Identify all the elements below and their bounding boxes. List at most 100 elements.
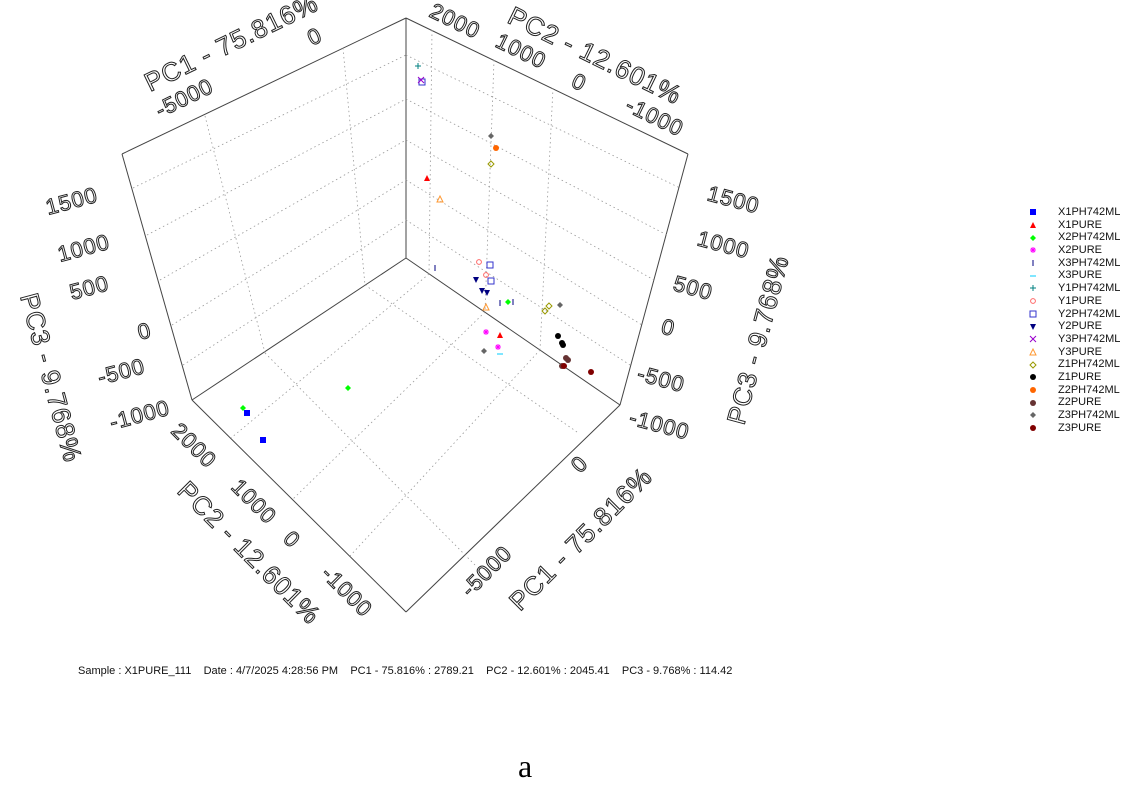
data-point <box>495 344 501 350</box>
pc2-tick-2000-bottom: 2000 <box>166 418 221 473</box>
pc3-tick-0-left: 0 <box>135 317 154 345</box>
pc1-axis-title-bottom: PC1 - 75.816% <box>503 461 658 616</box>
pc1-tick-0-bottom: 0 <box>566 450 593 477</box>
legend-item: Z3PURE <box>1027 422 1120 435</box>
pc3-tick-1000-right: 1000 <box>695 226 753 264</box>
pc3-tick-1000-left: 1000 <box>55 229 113 267</box>
floor-front-left-edge <box>191 399 407 613</box>
legend-label: Y2PURE <box>1058 320 1103 333</box>
legend-label: Z1PH742ML <box>1058 358 1120 371</box>
legend-item: X2PURE <box>1027 244 1120 257</box>
data-point <box>555 333 561 339</box>
pc3-tick-minus1000-left: -1000 <box>107 395 173 435</box>
figure-label: a <box>518 748 533 784</box>
pc3-axis-title-right: PC3 - 9.768% <box>721 252 795 428</box>
legend-item: Z1PH742ML <box>1027 358 1120 371</box>
legend-item: X3PURE <box>1027 269 1120 282</box>
pc3-tick-minus500-right: -500 <box>635 361 688 398</box>
legend-marker-icon <box>1030 374 1036 381</box>
data-point <box>493 145 499 151</box>
legend-item: X3PH742ML <box>1027 257 1120 270</box>
legend-marker-icon <box>1029 360 1037 369</box>
data-point <box>497 332 503 338</box>
legend-label: X3PURE <box>1058 269 1103 282</box>
data-point <box>484 290 490 296</box>
pc2-tick-2000-top: 2000 <box>426 0 485 44</box>
data-point <box>483 329 489 335</box>
data-point <box>486 261 494 269</box>
legend-label: Y1PH742ML <box>1058 282 1121 295</box>
plot-box <box>121 17 689 613</box>
legend-marker-icon <box>1029 310 1037 318</box>
legend-marker-icon <box>1030 323 1036 330</box>
legend-marker-icon <box>1030 247 1036 254</box>
floor-front-right-edge <box>405 404 621 613</box>
pc2-tick-0-top: 0 <box>568 68 591 96</box>
floor-left-edge <box>191 257 407 401</box>
data-point <box>541 307 549 315</box>
back-right-top-edge <box>405 17 689 155</box>
pc3-tick-500-left: 500 <box>67 270 112 304</box>
data-point <box>557 302 563 308</box>
data-points <box>240 63 594 443</box>
legend-item: Z2PH742ML <box>1027 384 1120 397</box>
pc3-tick-500-right: 500 <box>671 271 716 305</box>
legend-item: Z3PH742ML <box>1027 409 1120 422</box>
pc2-tick-0-bottom: 0 <box>278 526 305 553</box>
data-point <box>488 133 494 139</box>
data-point <box>417 76 425 84</box>
left-vertical-edge <box>121 153 193 401</box>
legend-label: Z2PURE <box>1058 396 1102 409</box>
legend-marker-icon <box>1030 209 1036 216</box>
legend-marker-icon <box>1030 275 1036 277</box>
legend-label: Z3PURE <box>1058 421 1102 434</box>
pc1-axis-title-top: PC1 - 75.816% <box>139 0 322 97</box>
legend-marker-icon <box>1030 386 1036 393</box>
legend-marker-icon <box>1030 399 1036 406</box>
legend-label: X2PURE <box>1058 244 1103 257</box>
data-point <box>345 385 351 391</box>
status-pc3: PC3 - 9.768% : 114.42 <box>621 665 733 677</box>
data-point <box>482 302 490 311</box>
pc3-tick-0-right: 0 <box>659 314 678 342</box>
legend-marker-icon <box>1030 234 1036 241</box>
legend-marker-icon <box>1029 347 1037 356</box>
pc3-tick-1500-left: 1500 <box>43 182 101 220</box>
pc3-tick-1500-right: 1500 <box>705 181 763 219</box>
status-pc2: PC2 - 12.601% : 2045.41 <box>486 665 610 677</box>
data-point <box>260 437 266 443</box>
status-pc1: PC1 - 75.816% : 2789.21 <box>350 665 474 677</box>
data-point <box>240 405 246 411</box>
legend-item: Y3PH742ML <box>1027 333 1120 346</box>
data-point <box>487 160 495 168</box>
data-point <box>473 277 479 283</box>
legend-marker-icon <box>1032 260 1034 267</box>
legend-label: X2PH742ML <box>1058 231 1121 244</box>
legend-marker-icon <box>1030 285 1036 292</box>
data-point <box>560 342 566 348</box>
data-point <box>588 369 594 375</box>
legend: X1PH742ML X1PURE X2PH742ML X2PURE X3PH742ML X… <box>1027 206 1120 434</box>
legend-item: X1PURE <box>1027 219 1120 232</box>
legend-item: Y2PURE <box>1027 320 1120 333</box>
legend-marker-icon <box>1029 335 1037 343</box>
data-point <box>415 63 421 69</box>
legend-item: Z2PURE <box>1027 396 1120 409</box>
legend-label: Y3PURE <box>1058 345 1103 358</box>
legend-marker-icon <box>1030 222 1036 229</box>
data-point <box>483 272 489 278</box>
legend-item: Y3PURE <box>1027 346 1120 359</box>
data-point <box>479 288 485 294</box>
legend-marker-icon <box>1030 298 1036 305</box>
legend-label: Z2PH742ML <box>1058 383 1120 396</box>
data-point <box>565 357 571 363</box>
status-date: Date : 4/7/2025 4:28:56 PM <box>203 665 339 677</box>
data-point <box>545 302 553 310</box>
pc3-axis-title-left: PC3 - 9.768% <box>14 290 88 466</box>
pc1-tick-0-top: 0 <box>303 22 326 50</box>
legend-label: Y1PURE <box>1058 294 1103 307</box>
back-left-top-edge <box>121 17 407 155</box>
legend-item: Y1PURE <box>1027 295 1120 308</box>
legend-item: X1PH742ML <box>1027 206 1120 219</box>
